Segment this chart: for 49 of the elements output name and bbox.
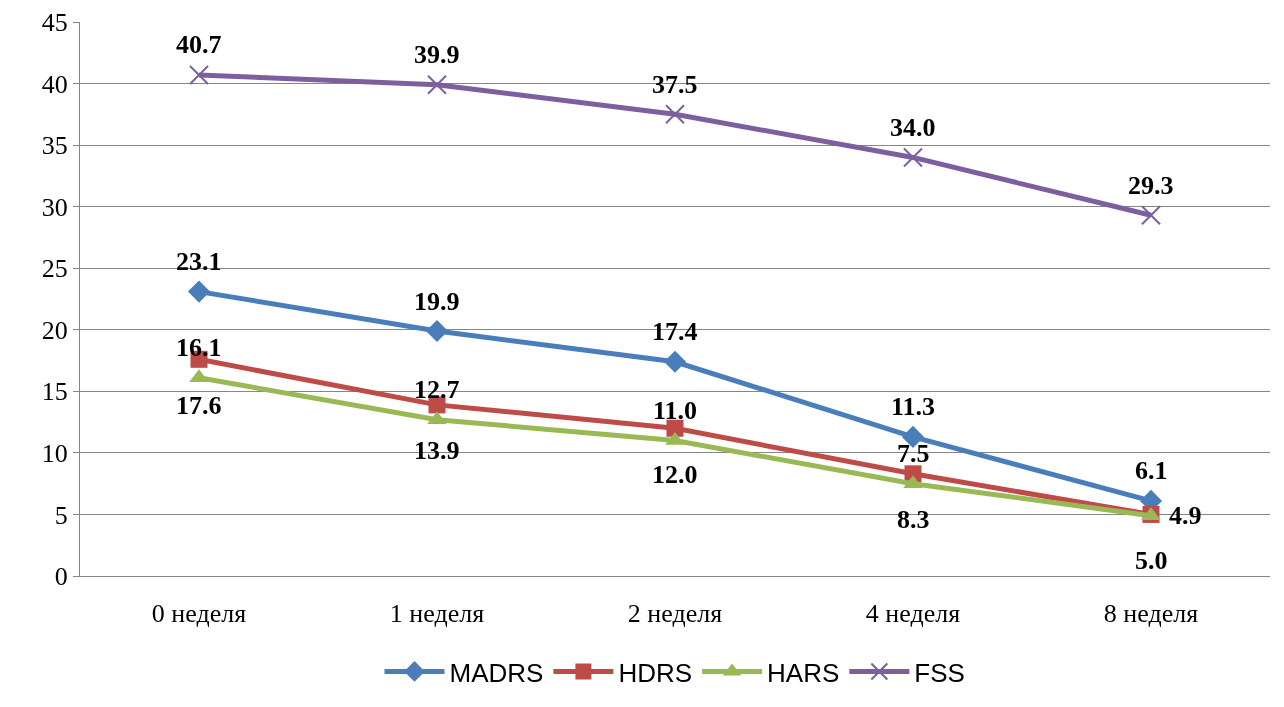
point <box>425 319 449 343</box>
data-label: 37.5 <box>652 70 698 99</box>
x-tick-label: 8 неделя <box>1103 599 1199 629</box>
point <box>663 350 687 373</box>
point <box>666 419 684 437</box>
legend-label: HDRS <box>618 657 693 688</box>
data-label: 11.0 <box>653 396 698 425</box>
point <box>1141 205 1161 226</box>
data-label: 12.0 <box>652 460 698 489</box>
x-tick-label: 4 неделя <box>865 599 961 629</box>
x-tick-label: 0 неделя <box>151 599 247 629</box>
y-tick-label: 25 <box>41 254 68 284</box>
y-tick-label: 40 <box>41 69 68 99</box>
y-tick-label: 35 <box>41 131 68 161</box>
x-tick-label: 2 неделя <box>627 599 723 629</box>
data-label: 13.9 <box>414 436 460 465</box>
y-tick-label: 30 <box>41 192 68 222</box>
point <box>187 280 211 303</box>
data-label: 5.0 <box>1135 546 1168 575</box>
point <box>903 147 923 168</box>
legend-label: FSS <box>914 657 965 688</box>
data-label: 17.6 <box>176 391 222 420</box>
data-label: 8.3 <box>897 505 930 534</box>
y-tick-label: 0 <box>54 562 68 592</box>
x-tick-label: 1 неделя <box>389 599 485 629</box>
data-label: 4.9 <box>1169 501 1202 530</box>
data-label: 40.7 <box>176 30 222 59</box>
y-tick-label: 15 <box>41 377 68 407</box>
data-label: 7.5 <box>897 439 930 468</box>
data-label: 34.0 <box>890 113 936 142</box>
point <box>189 64 209 85</box>
data-label: 16.1 <box>176 333 222 362</box>
data-label: 17.4 <box>652 317 698 346</box>
point <box>189 369 209 383</box>
legend-label: HARS <box>767 657 840 688</box>
y-tick-label: 45 <box>41 8 68 38</box>
data-label: 23.1 <box>176 247 222 276</box>
point <box>665 104 685 125</box>
data-label: 11.3 <box>891 392 936 421</box>
y-tick-label: 10 <box>41 438 68 468</box>
legend-label: MADRS <box>449 657 544 688</box>
y-tick-label: 5 <box>54 500 68 530</box>
data-label: 39.9 <box>414 40 460 69</box>
data-label: 6.1 <box>1135 456 1168 485</box>
data-label: 12.7 <box>414 375 460 404</box>
point <box>427 74 447 95</box>
data-label: 29.3 <box>1128 171 1174 200</box>
y-tick-label: 20 <box>41 315 68 345</box>
data-label: 19.9 <box>414 287 460 316</box>
